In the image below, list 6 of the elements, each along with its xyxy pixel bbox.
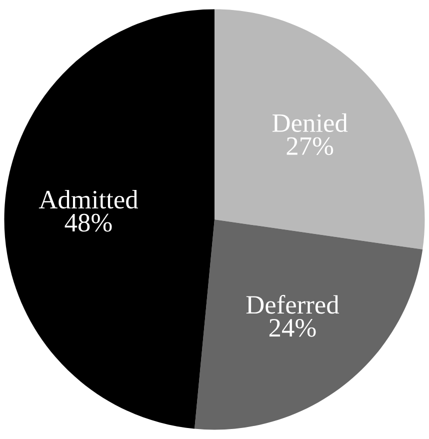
data-label: 48% — [64, 214, 112, 232]
data-label: 27% — [286, 137, 334, 156]
data-label: 24% — [269, 318, 316, 337]
slice-label: Denied — [272, 113, 348, 132]
slice-label: Admitted — [38, 190, 138, 209]
slice-label: Deferred — [246, 294, 340, 314]
